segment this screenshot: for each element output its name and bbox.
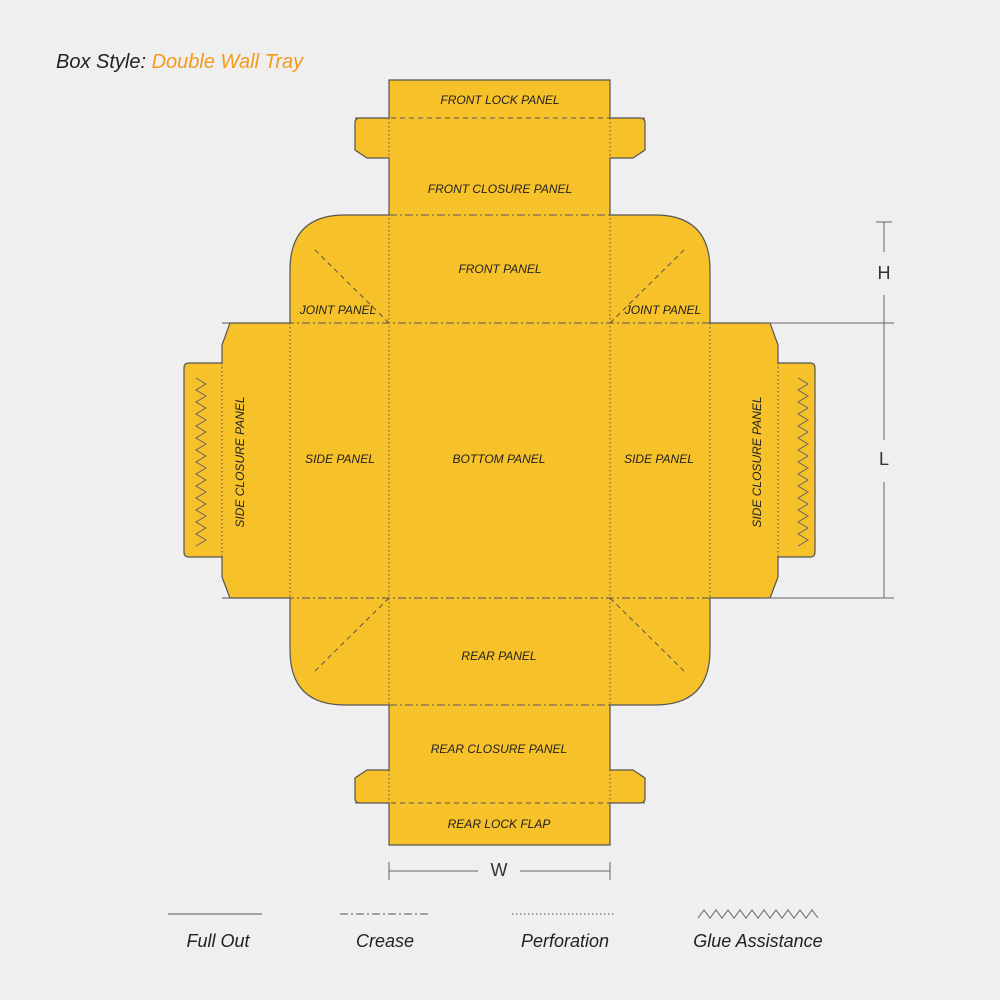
panel-label: FRONT PANEL — [458, 262, 541, 276]
legend-swatch — [697, 909, 819, 919]
panel-label: FRONT CLOSURE PANEL — [428, 182, 572, 196]
legend-label: Perforation — [521, 931, 609, 951]
title-label: Box Style: — [56, 51, 146, 73]
glue-zigzag — [797, 377, 809, 547]
legend-label: Glue Assistance — [693, 931, 822, 951]
panel-label: SIDE PANEL — [305, 452, 375, 466]
legend-label: Crease — [356, 931, 414, 951]
dimension-label: W — [491, 860, 508, 880]
legend-label: Full Out — [186, 931, 250, 951]
legend: Full Out Crease Perforation Glue Assista… — [168, 909, 823, 951]
joint-fold — [311, 597, 390, 675]
panel-label: BOTTOM PANEL — [453, 452, 546, 466]
dimension-label: L — [879, 449, 889, 469]
panel-label: REAR PANEL — [461, 649, 536, 663]
title-style: Double Wall Tray — [152, 51, 305, 73]
joint-fold — [311, 246, 390, 324]
panel-label: FRONT LOCK PANEL — [440, 93, 559, 107]
glue-zigzag — [195, 377, 207, 547]
dimensions: H L W — [388, 221, 894, 880]
joint-fold — [609, 597, 688, 675]
panel-label: SIDE PANEL — [624, 452, 694, 466]
dimension-label: H — [878, 263, 891, 283]
panel-label: JOINT PANEL — [624, 303, 701, 317]
joint-fold — [609, 246, 688, 324]
panel-label: SIDE CLOSURE PANEL — [233, 396, 247, 527]
panel-label: JOINT PANEL — [299, 303, 376, 317]
title: Box Style: Double Wall Tray — [56, 51, 304, 73]
panel-label: SIDE CLOSURE PANEL — [750, 396, 764, 527]
panel-label: REAR CLOSURE PANEL — [431, 742, 567, 756]
fold-lines — [221, 117, 779, 804]
panel-label: REAR LOCK FLAP — [448, 817, 551, 831]
